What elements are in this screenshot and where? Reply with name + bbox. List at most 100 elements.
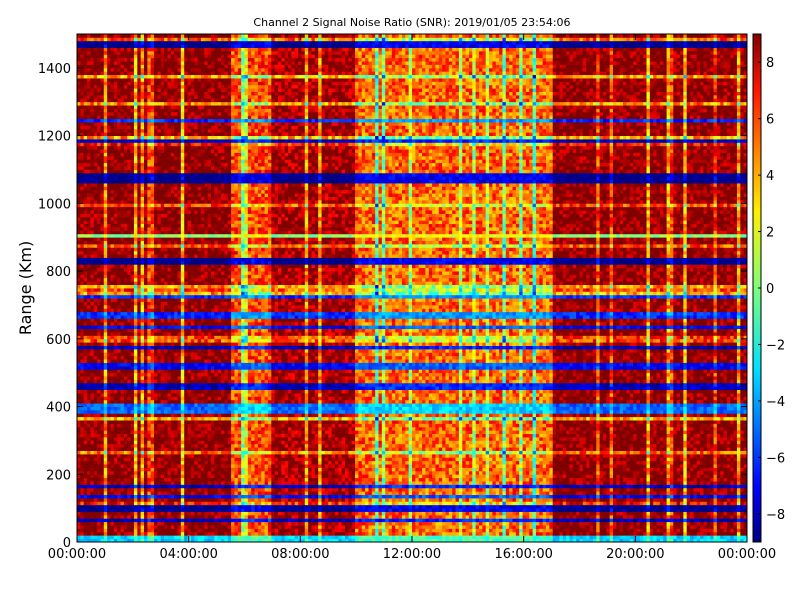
heatmap-cell bbox=[690, 535, 694, 539]
heatmap-cell bbox=[486, 522, 490, 526]
heatmap-cell bbox=[435, 535, 439, 539]
heatmap-cell bbox=[97, 528, 101, 532]
heatmap-cell bbox=[687, 532, 691, 536]
heatmap-cell bbox=[583, 522, 587, 526]
heatmap-cell bbox=[720, 522, 724, 526]
heatmap-cell bbox=[677, 532, 681, 536]
heatmap-cell bbox=[332, 528, 336, 532]
heatmap-cell bbox=[610, 535, 614, 539]
heatmap-cell bbox=[710, 525, 714, 529]
heatmap-cell bbox=[536, 535, 540, 539]
heatmap-cell bbox=[362, 522, 366, 526]
heatmap-cell bbox=[328, 525, 332, 529]
heatmap-cell bbox=[469, 525, 473, 529]
heatmap-cell bbox=[409, 532, 413, 536]
heatmap-cell bbox=[171, 518, 175, 522]
heatmap-cell bbox=[104, 532, 108, 536]
heatmap-cell bbox=[613, 525, 617, 529]
heatmap-cell bbox=[134, 528, 138, 532]
heatmap-cell bbox=[318, 535, 322, 539]
heatmap-cell bbox=[131, 528, 135, 532]
heatmap-cell bbox=[204, 522, 208, 526]
heatmap-cell bbox=[134, 532, 138, 536]
heatmap-cell bbox=[620, 532, 624, 536]
heatmap-cell bbox=[251, 525, 255, 529]
heatmap-cell bbox=[208, 532, 212, 536]
heatmap-cell bbox=[375, 535, 379, 539]
heatmap-cell bbox=[211, 535, 215, 539]
heatmap-cell bbox=[573, 522, 577, 526]
heatmap-cell bbox=[730, 532, 734, 536]
heatmap-cell bbox=[439, 522, 443, 526]
heatmap-cell bbox=[650, 525, 654, 529]
heatmap-cell bbox=[312, 528, 316, 532]
heatmap-cell bbox=[208, 528, 212, 532]
heatmap-cell bbox=[188, 518, 192, 522]
heatmap-cell bbox=[301, 532, 305, 536]
heatmap-cell bbox=[429, 528, 433, 532]
heatmap-cell bbox=[228, 532, 232, 536]
heatmap-cell bbox=[114, 528, 118, 532]
heatmap-cell bbox=[586, 532, 590, 536]
heatmap-cell bbox=[626, 528, 630, 532]
heatmap-cell bbox=[365, 525, 369, 529]
heatmap-cell bbox=[415, 525, 419, 529]
heatmap-cell bbox=[295, 525, 299, 529]
heatmap-cell bbox=[77, 528, 81, 532]
heatmap-cell bbox=[191, 522, 195, 526]
heatmap-cell bbox=[737, 532, 741, 536]
heatmap-cell bbox=[157, 518, 161, 522]
heatmap-cell bbox=[559, 532, 563, 536]
heatmap-cell bbox=[365, 528, 369, 532]
heatmap-cell bbox=[80, 525, 84, 529]
heatmap-cell bbox=[573, 525, 577, 529]
heatmap-cell bbox=[415, 522, 419, 526]
heatmap-cell bbox=[305, 525, 309, 529]
heatmap-cell bbox=[261, 528, 265, 532]
heatmap-cell bbox=[94, 525, 98, 529]
heatmap-cell bbox=[198, 522, 202, 526]
heatmap-cell bbox=[107, 535, 111, 539]
heatmap-cell bbox=[144, 525, 148, 529]
heatmap-cell bbox=[482, 528, 486, 532]
heatmap-cell bbox=[281, 525, 285, 529]
heatmap-cell bbox=[107, 532, 111, 536]
heatmap-cell bbox=[395, 532, 399, 536]
heatmap-cell bbox=[526, 522, 530, 526]
heatmap-cell bbox=[164, 518, 168, 522]
heatmap-cell bbox=[77, 518, 81, 522]
heatmap-cell bbox=[583, 525, 587, 529]
heatmap-cell bbox=[171, 522, 175, 526]
heatmap-cell bbox=[543, 535, 547, 539]
heatmap-cell bbox=[523, 535, 527, 539]
heatmap-cell bbox=[499, 532, 503, 536]
heatmap-cell bbox=[630, 535, 634, 539]
heatmap-cell bbox=[492, 528, 496, 532]
heatmap-cell bbox=[305, 528, 309, 532]
heatmap-cell bbox=[191, 532, 195, 536]
heatmap-cell bbox=[563, 532, 567, 536]
heatmap-cell bbox=[188, 535, 192, 539]
heatmap-cell bbox=[519, 528, 523, 532]
heatmap-cell bbox=[127, 522, 131, 526]
heatmap-cell bbox=[218, 528, 222, 532]
heatmap-cell bbox=[107, 522, 111, 526]
heatmap-cell bbox=[720, 525, 724, 529]
heatmap-cell bbox=[539, 532, 543, 536]
heatmap-cell bbox=[107, 518, 111, 522]
heatmap-cell bbox=[335, 525, 339, 529]
heatmap-cell bbox=[107, 528, 111, 532]
heatmap-cell bbox=[677, 525, 681, 529]
heatmap-cell bbox=[231, 528, 235, 532]
heatmap-cell bbox=[593, 522, 597, 526]
heatmap-cell bbox=[643, 528, 647, 532]
heatmap-cell bbox=[131, 532, 135, 536]
heatmap-cell bbox=[224, 525, 228, 529]
heatmap-cell bbox=[355, 522, 359, 526]
heatmap-cell bbox=[533, 532, 537, 536]
heatmap-cell bbox=[245, 535, 249, 539]
heatmap-cell bbox=[707, 525, 711, 529]
heatmap-cell bbox=[596, 528, 600, 532]
heatmap-cell bbox=[231, 522, 235, 526]
heatmap-cell bbox=[496, 532, 500, 536]
